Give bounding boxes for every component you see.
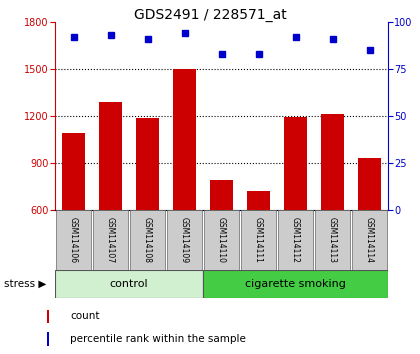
Text: GDS2491 / 228571_at: GDS2491 / 228571_at <box>134 8 286 22</box>
Bar <box>56 210 91 270</box>
Text: cigarette smoking: cigarette smoking <box>245 279 346 289</box>
Text: GSM114107: GSM114107 <box>106 217 115 263</box>
Bar <box>204 210 239 270</box>
Text: GSM114113: GSM114113 <box>328 217 337 263</box>
Bar <box>100 102 122 210</box>
Text: GSM114114: GSM114114 <box>365 217 374 263</box>
Bar <box>173 69 196 210</box>
Bar <box>210 180 233 210</box>
Text: GSM114111: GSM114111 <box>254 217 263 263</box>
Bar <box>167 210 202 270</box>
Text: GSM114108: GSM114108 <box>143 217 152 263</box>
Text: GSM114106: GSM114106 <box>69 217 78 263</box>
Bar <box>130 210 165 270</box>
Text: percentile rank within the sample: percentile rank within the sample <box>70 334 246 344</box>
Bar <box>358 158 381 210</box>
Text: GSM114109: GSM114109 <box>180 217 189 263</box>
Bar <box>284 117 307 210</box>
Bar <box>315 210 350 270</box>
Text: control: control <box>110 279 148 289</box>
Text: GSM114110: GSM114110 <box>217 217 226 263</box>
Bar <box>203 270 388 298</box>
Bar <box>352 210 387 270</box>
Bar <box>247 191 270 210</box>
Bar <box>93 210 128 270</box>
Bar <box>47 310 49 323</box>
Bar <box>136 118 159 210</box>
Bar <box>55 270 203 298</box>
Bar <box>47 332 49 346</box>
Text: GSM114112: GSM114112 <box>291 217 300 263</box>
Bar <box>321 114 344 210</box>
Bar <box>278 210 313 270</box>
Bar <box>63 133 84 210</box>
Bar <box>241 210 276 270</box>
Text: stress ▶: stress ▶ <box>4 279 47 289</box>
Text: count: count <box>70 312 100 321</box>
